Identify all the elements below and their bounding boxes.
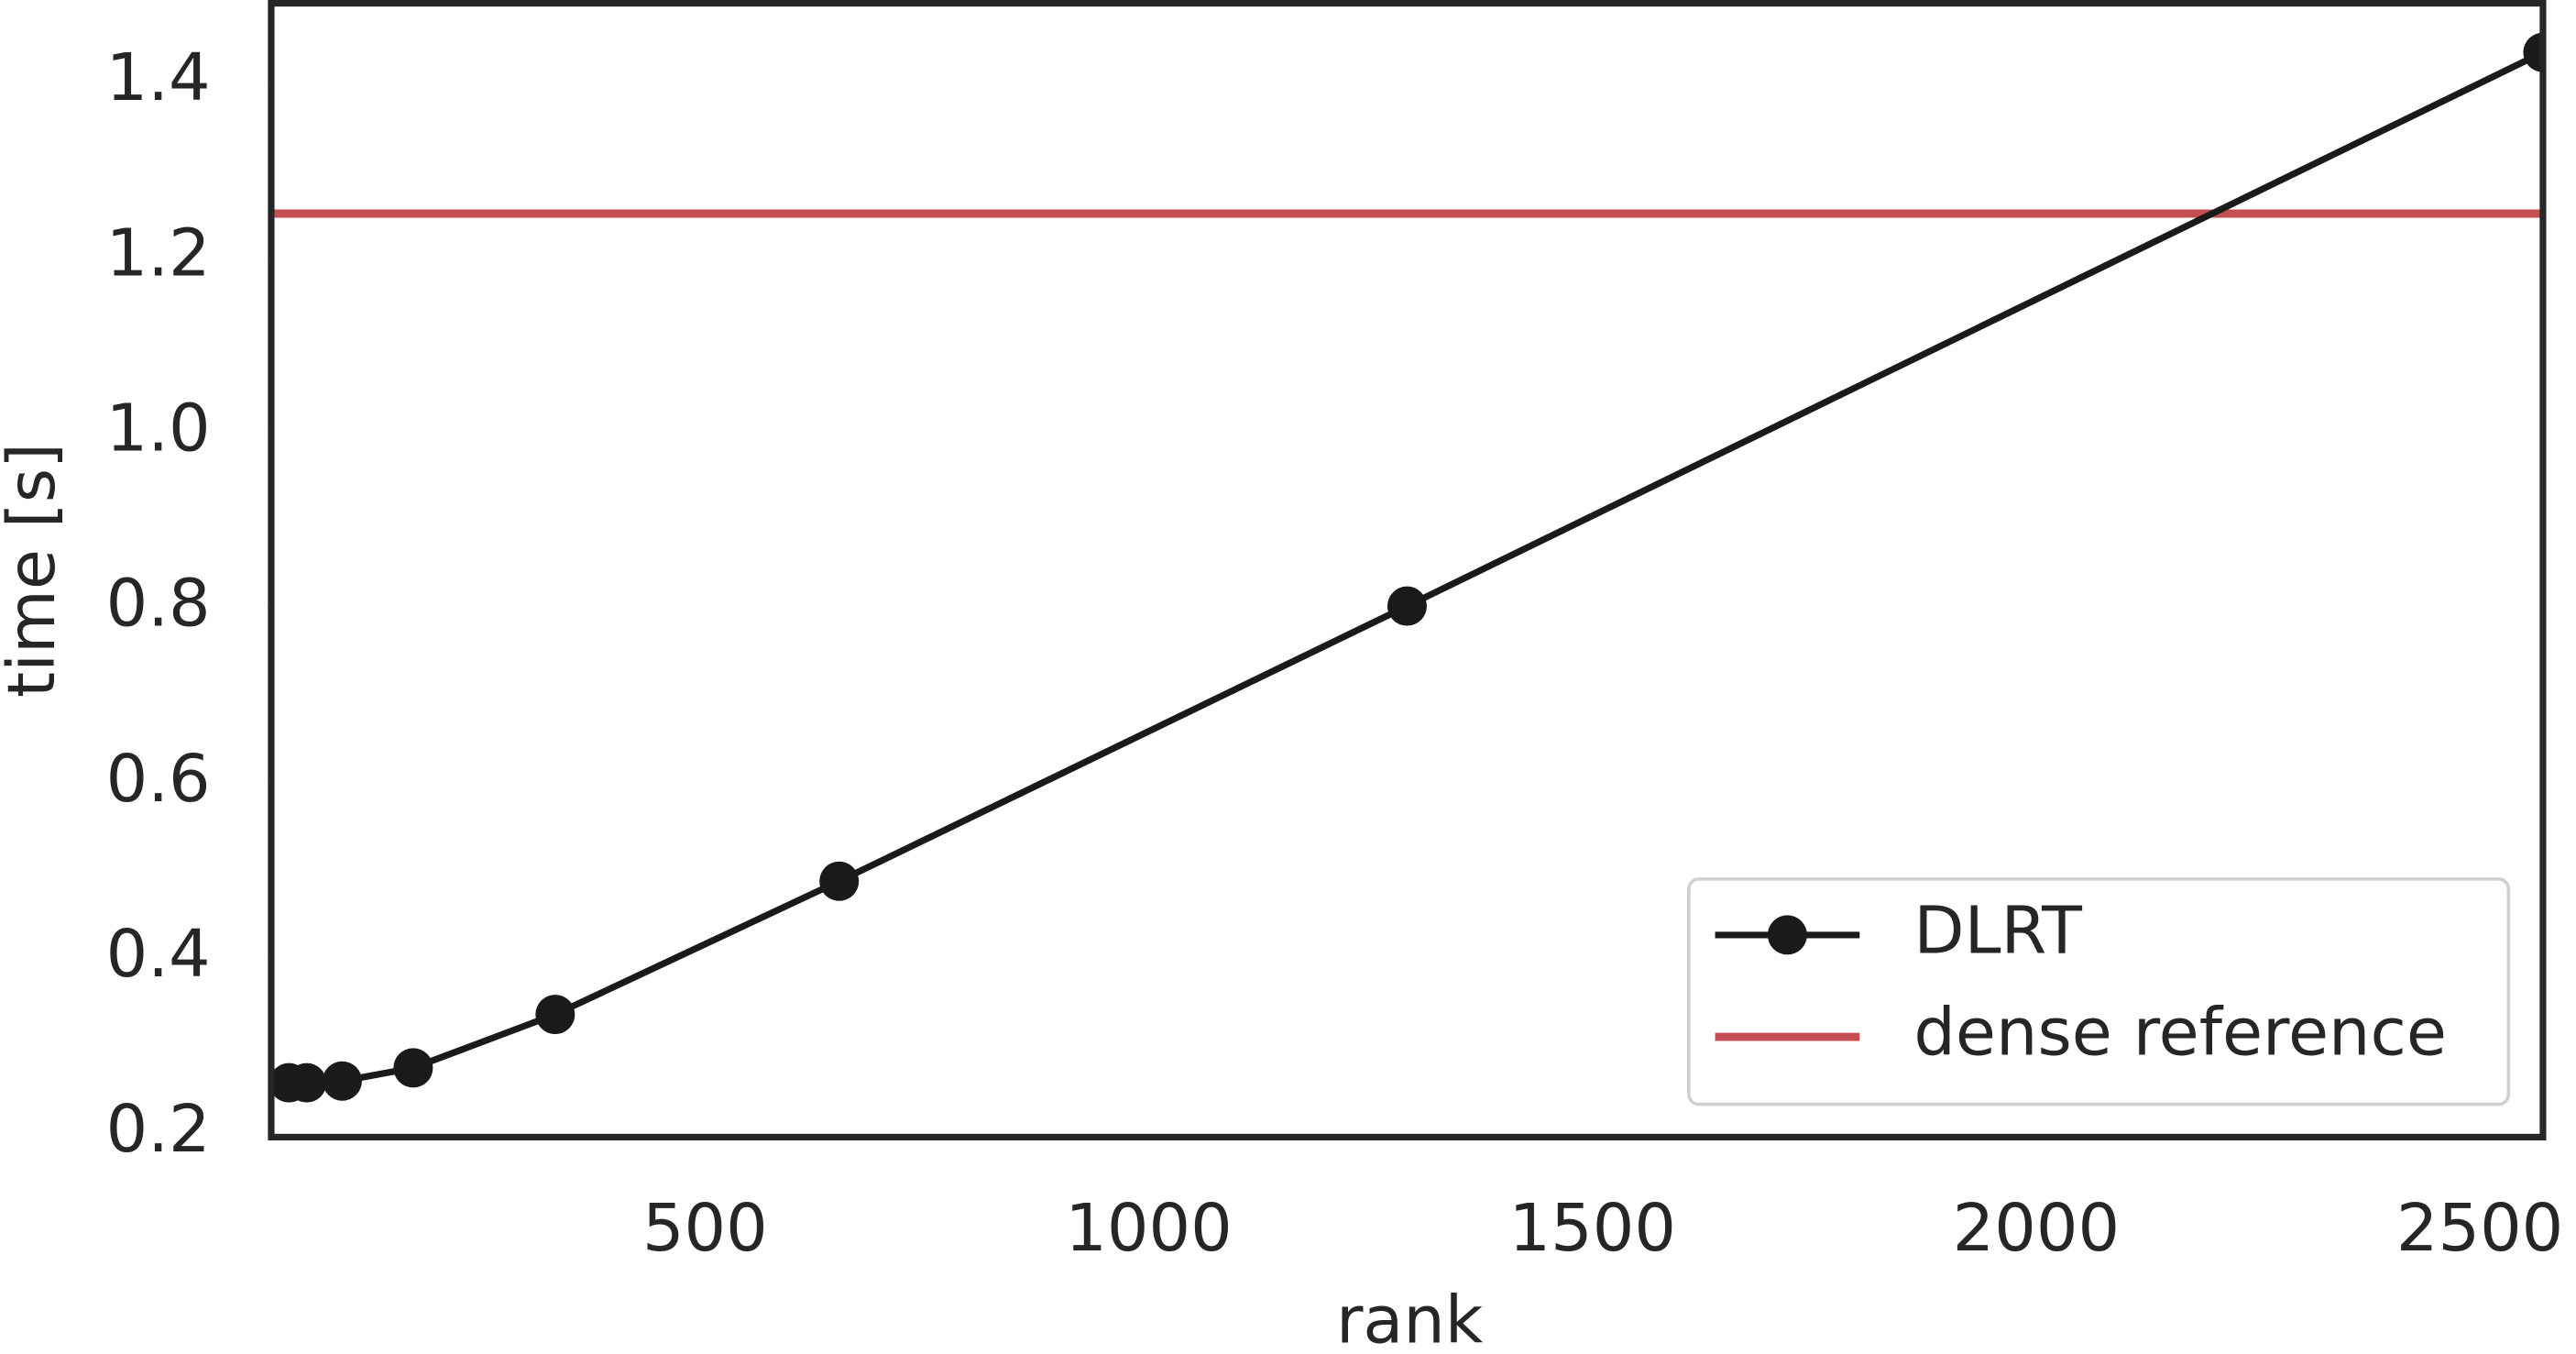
marker	[1387, 586, 1427, 626]
marker	[819, 861, 860, 901]
legend-label: DLRT	[1913, 891, 2082, 968]
legend-box	[1687, 877, 2511, 1106]
marker	[393, 1048, 433, 1088]
y-axis-label: time [s]	[0, 443, 70, 698]
x-tick-label: 2500	[2396, 1189, 2563, 1266]
x-tick-label: 500	[642, 1189, 768, 1266]
marker	[535, 995, 575, 1035]
y-tick-label: 0.2	[106, 1090, 211, 1167]
y-tick-label: 1.4	[106, 39, 211, 116]
x-axis-label: rank	[1336, 1281, 1484, 1354]
marker	[287, 1062, 327, 1103]
y-tick-label: 1.0	[106, 389, 211, 466]
legend-label: dense reference	[1913, 994, 2447, 1071]
y-tick-label: 1.2	[106, 214, 211, 291]
y-tick-label: 0.6	[106, 740, 211, 817]
y-tick-label: 0.4	[106, 915, 211, 992]
legend-marker	[1767, 915, 1807, 955]
x-tick-label: 1000	[1065, 1189, 1232, 1266]
plot-frame	[268, 0, 2547, 1140]
marker	[322, 1061, 362, 1101]
x-tick-label: 2000	[1953, 1189, 2120, 1266]
y-tick-label: 0.8	[106, 565, 211, 642]
x-tick-label: 1500	[1509, 1189, 1676, 1266]
marker	[2523, 32, 2543, 72]
